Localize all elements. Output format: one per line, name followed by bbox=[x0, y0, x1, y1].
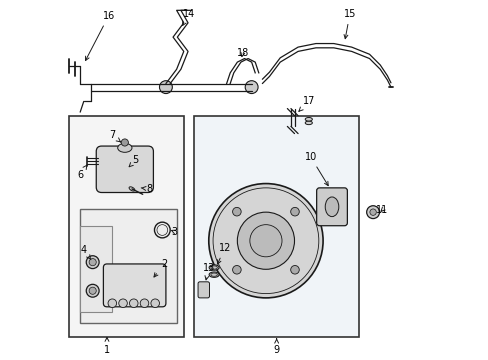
Circle shape bbox=[237, 212, 294, 269]
Circle shape bbox=[244, 81, 258, 94]
Bar bbox=[80, 226, 112, 312]
Bar bbox=[69, 116, 183, 337]
Text: 18: 18 bbox=[236, 48, 248, 58]
Text: 8: 8 bbox=[141, 184, 153, 194]
Text: 7: 7 bbox=[109, 130, 121, 142]
Ellipse shape bbox=[209, 265, 219, 270]
Circle shape bbox=[249, 225, 282, 257]
Circle shape bbox=[290, 265, 299, 274]
Ellipse shape bbox=[129, 187, 135, 191]
Text: 16: 16 bbox=[85, 11, 115, 60]
FancyBboxPatch shape bbox=[96, 146, 153, 193]
Ellipse shape bbox=[325, 197, 338, 217]
Circle shape bbox=[129, 299, 138, 307]
Circle shape bbox=[369, 209, 376, 215]
FancyBboxPatch shape bbox=[316, 188, 346, 226]
Bar bbox=[194, 116, 358, 337]
Circle shape bbox=[89, 258, 96, 266]
Text: 10: 10 bbox=[304, 152, 327, 186]
Text: 12: 12 bbox=[217, 243, 230, 264]
Circle shape bbox=[86, 284, 99, 297]
Circle shape bbox=[290, 207, 299, 216]
Text: 4: 4 bbox=[81, 245, 91, 260]
Text: 15: 15 bbox=[343, 9, 355, 39]
FancyBboxPatch shape bbox=[198, 282, 209, 298]
Ellipse shape bbox=[305, 117, 312, 121]
Text: 13: 13 bbox=[202, 262, 214, 280]
Text: 6: 6 bbox=[77, 165, 87, 180]
Circle shape bbox=[366, 206, 379, 219]
Text: 14: 14 bbox=[182, 9, 195, 26]
Circle shape bbox=[121, 139, 128, 146]
Text: 9: 9 bbox=[273, 339, 279, 355]
Circle shape bbox=[119, 299, 127, 307]
Text: 2: 2 bbox=[154, 259, 167, 277]
Text: 17: 17 bbox=[298, 96, 314, 111]
Circle shape bbox=[86, 256, 99, 269]
Circle shape bbox=[159, 81, 172, 94]
Circle shape bbox=[89, 287, 96, 294]
Ellipse shape bbox=[305, 121, 312, 125]
Circle shape bbox=[232, 207, 241, 216]
Circle shape bbox=[108, 299, 116, 307]
Circle shape bbox=[151, 299, 159, 307]
Circle shape bbox=[140, 299, 148, 307]
Text: 1: 1 bbox=[103, 337, 110, 355]
Circle shape bbox=[208, 184, 323, 298]
Circle shape bbox=[232, 265, 241, 274]
Text: 11: 11 bbox=[375, 205, 387, 215]
Text: 5: 5 bbox=[129, 156, 139, 167]
Ellipse shape bbox=[209, 272, 219, 277]
Text: 3: 3 bbox=[171, 227, 178, 237]
Bar bbox=[80, 208, 176, 323]
Circle shape bbox=[213, 188, 318, 294]
Ellipse shape bbox=[118, 143, 132, 152]
FancyBboxPatch shape bbox=[103, 264, 165, 307]
